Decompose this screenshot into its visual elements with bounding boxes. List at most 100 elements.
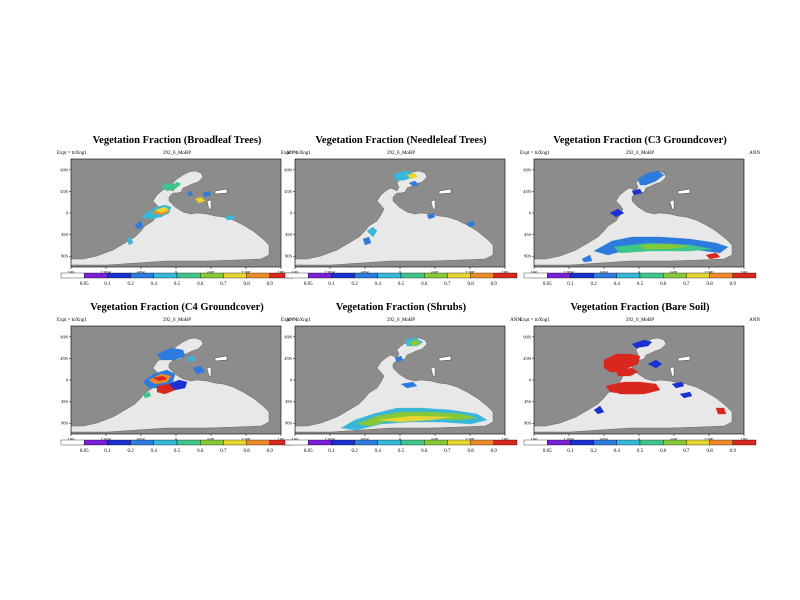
colorbar-label: 0.9 [267, 282, 274, 287]
lat-tick-label: 90N [284, 167, 293, 172]
colorbar-c4: 0.05 0.1 0.2 0.4 0.5 0.6 0.7 0.8 0.9 [60, 439, 294, 454]
lat-tick-label: 45S [524, 232, 532, 237]
lon-tick-label: 120W [325, 437, 337, 442]
colorbar-swatch [424, 439, 448, 446]
period-label: ANN [749, 151, 760, 156]
colorbar-label: 0.6 [660, 282, 667, 287]
colorbar-swatch [331, 439, 355, 446]
veg-patch [615, 367, 639, 377]
colorbar-swatch [616, 272, 641, 279]
lon-tick-label: 120W [101, 270, 113, 275]
lat-tick-label: 45N [60, 356, 69, 361]
colorbar-label: 0.5 [174, 449, 181, 454]
lon-tick-label: 0 [399, 437, 402, 442]
lon-tick-label: 60W [137, 270, 147, 275]
veg-patch [631, 339, 653, 349]
lon-tick-label: 120W [564, 270, 576, 275]
colorbar-label: 0.8 [243, 282, 250, 287]
island [430, 199, 436, 210]
lat-tick-label: 45N [60, 189, 69, 194]
colorbar-label: 0.2 [590, 282, 597, 287]
expt-label: Expt = tnXng1 [57, 318, 87, 323]
colorbar-label: 0.8 [706, 282, 713, 287]
colorbar-swatch [663, 439, 687, 446]
lon-tick-label: 0 [175, 270, 178, 275]
lat-tick-label: 90N [523, 167, 532, 172]
lon-tick-label: 0 [175, 437, 178, 442]
colorbar-label: 0.05 [304, 449, 313, 454]
veg-patch [194, 196, 206, 204]
colorbar-label: 0.05 [304, 282, 313, 287]
colorbar-label: 0.5 [637, 282, 644, 287]
colorbar-label: 0.9 [267, 449, 274, 454]
colorbar-shrubs: 0.05 0.1 0.2 0.4 0.5 0.6 0.7 0.8 0.9 [284, 439, 518, 454]
colorbar-label: 0.5 [174, 282, 181, 287]
colorbar-label: 0.6 [660, 449, 667, 454]
colorbar-swatch [308, 439, 332, 446]
map-broadleaf: 180 120W 60W 0 60E 120E 180 90N 45N 0 45S 90S [60, 158, 285, 275]
veg-patch [639, 243, 691, 250]
colorbar-swatch [616, 439, 641, 446]
colorbar-swatch [223, 272, 247, 279]
colorbar-swatch [570, 272, 594, 279]
run-label: 292_6_MoBP [162, 318, 192, 323]
colorbar-label: 0.5 [398, 449, 405, 454]
veg-patch [152, 375, 168, 382]
lon-tick-label: 60E [431, 437, 439, 442]
lon-tick-label: 60W [600, 437, 610, 442]
colorbar-label: 0.4 [151, 282, 158, 287]
colorbar-swatch [223, 439, 247, 446]
lon-tick-label: 180 [278, 437, 286, 442]
colorbar-swatch [470, 272, 494, 279]
veg-patch [362, 236, 372, 246]
map-c4: 180 120W 60W 0 60E 120E 180 90N 45N 0 45S 90S [60, 325, 286, 442]
colorbar-swatch [493, 439, 518, 446]
colorbar-swatch [686, 272, 710, 279]
island [438, 355, 452, 362]
colorbar-label: 0.7 [220, 282, 227, 287]
veg-patch [679, 391, 693, 399]
lon-tick-label: 180 [531, 270, 539, 275]
island [214, 355, 228, 362]
colorbar-swatch [377, 272, 402, 279]
run-label: 292_6_MoBP [386, 151, 416, 156]
lon-tick-label: 120E [704, 270, 714, 275]
veg-patch [154, 206, 170, 214]
lat-tick-label: 45N [523, 356, 532, 361]
colorbar-swatch [107, 439, 131, 446]
colorbar-swatch [84, 272, 108, 279]
lat-tick-label: 90N [60, 334, 69, 339]
colorbar-swatch [639, 272, 664, 279]
land [295, 337, 494, 433]
colorbar-swatch [424, 272, 448, 279]
colorbar-swatch [447, 439, 471, 446]
run-label: 292_6_MoBP [386, 318, 416, 323]
colorbar-swatch [547, 439, 571, 446]
colorbar-label: 0.05 [80, 449, 89, 454]
lat-tick-label: 90S [285, 421, 293, 426]
colorbar-swatch [732, 272, 757, 279]
colorbar-label: 0.9 [491, 449, 498, 454]
colorbar-swatch [153, 272, 178, 279]
veg-patch [647, 359, 663, 369]
colorbar-broadleaf: 0.05 0.1 0.2 0.4 0.5 0.6 0.7 0.8 0.9 [60, 272, 294, 287]
colorbar-swatch [130, 439, 154, 446]
lat-tick-label: 45S [61, 399, 69, 404]
colorbar-swatch [523, 272, 548, 279]
colorbar-swatch [570, 439, 594, 446]
lon-tick-label: 180 [502, 270, 510, 275]
colorbar-label: 0.7 [683, 449, 690, 454]
panel-title: Vegetation Fraction (C3 Groundcover) [553, 135, 727, 146]
colorbar-label: 0.2 [127, 282, 134, 287]
colorbar-label: 0.6 [421, 282, 428, 287]
veg-patch [202, 190, 212, 198]
colorbar-bare-soil: 0.05 0.1 0.2 0.4 0.5 0.6 0.7 0.8 0.9 [523, 439, 757, 454]
lon-tick-label: 60E [207, 437, 215, 442]
veg-patch [356, 411, 478, 427]
period-label: ANN [286, 151, 297, 156]
colorbar-swatch [400, 439, 425, 446]
lat-tick-label: 45S [285, 232, 293, 237]
colorbar-swatch [470, 439, 494, 446]
colorbar-swatch [284, 272, 309, 279]
lat-tick-label: 90N [523, 334, 532, 339]
